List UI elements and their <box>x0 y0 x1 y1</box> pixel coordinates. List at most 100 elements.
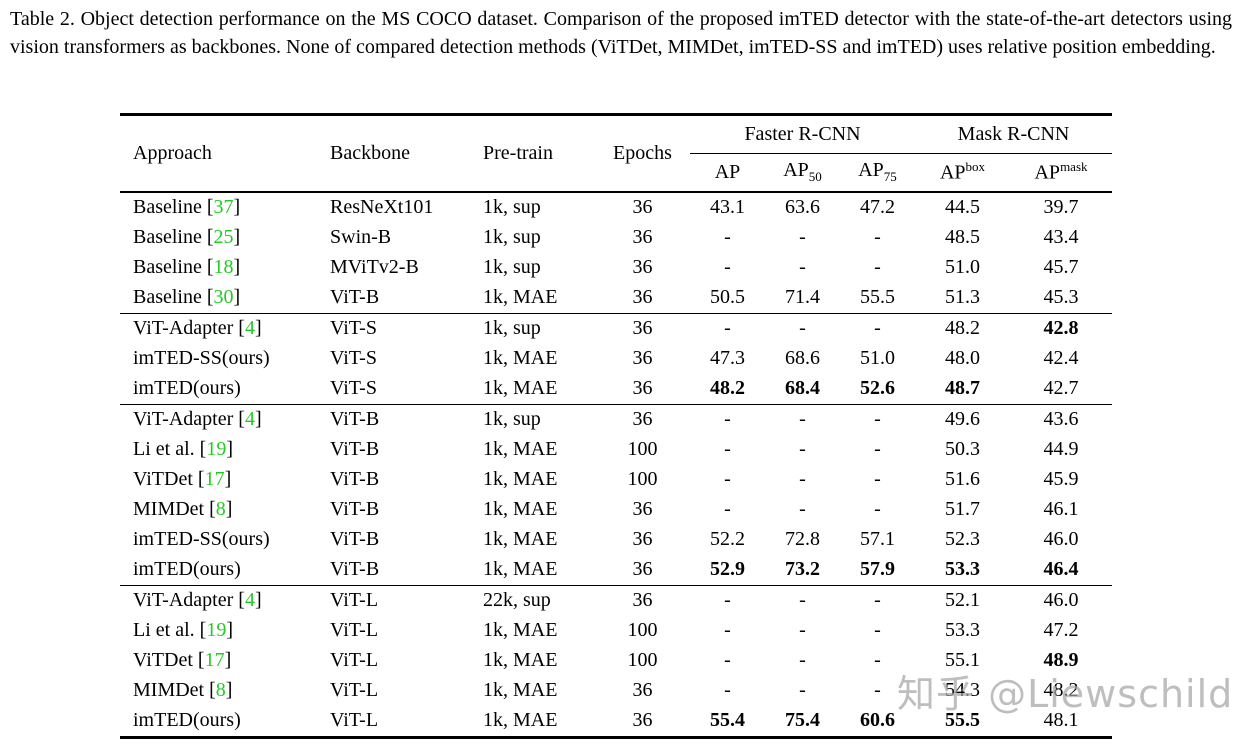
col-header-ap: AP <box>690 153 765 193</box>
approach-cell: Baseline [25] <box>133 226 241 248</box>
apbox-cell: 48.2 <box>945 317 980 339</box>
apbox-cell: 48.5 <box>945 226 980 248</box>
ap-cell: - <box>724 438 731 460</box>
apbox-cell: 51.6 <box>945 468 980 490</box>
backbone-cell: ViT-L <box>330 649 379 671</box>
ap50-cell: 75.4 <box>785 709 820 731</box>
citation-number: 8 <box>215 679 226 701</box>
pretrain-cell: 1k, sup <box>483 226 541 248</box>
ap75-cell: - <box>874 226 881 248</box>
epochs-cell: 36 <box>632 226 653 248</box>
approach-cell: imTED(ours) <box>133 709 241 731</box>
apmask-cell: 44.9 <box>1043 438 1079 460</box>
epochs-cell: 36 <box>632 408 653 430</box>
ap-cell: 43.1 <box>710 196 745 218</box>
approach-cell: Li et al. [19] <box>133 438 233 460</box>
apmask-cell: 39.7 <box>1043 196 1079 218</box>
ap75-base: AP <box>858 159 884 182</box>
approach-cell: MIMDet [8] <box>133 498 233 520</box>
approach-cell: Baseline [18] <box>133 256 241 278</box>
citation-number: 30 <box>213 286 234 308</box>
epochs-cell: 100 <box>627 619 658 641</box>
table-row: Baseline [25] Swin-B 1k, sup 36 - - - 48.5 43.4 <box>120 223 1112 253</box>
pretrain-cell: 1k, MAE <box>483 347 558 369</box>
approach-cell: ViTDet [17] <box>133 649 232 671</box>
table-row: Baseline [30] ViT-B 1k, MAE 36 50.5 71.4 55.5 5… <box>120 282 1113 314</box>
pretrain-cell: 1k, MAE <box>470 554 595 586</box>
table-row: Baseline [18] MViTv2-B 1k, sup 36 - - - 51.0 45.… <box>120 253 1112 283</box>
apmask-cell: 48.2 <box>1043 679 1079 701</box>
apbox-base: AP <box>939 162 966 185</box>
ap-cell: - <box>724 649 731 671</box>
apmask-cell: 48.9 <box>1043 649 1079 671</box>
apbox-cell: 55.5 <box>945 709 980 731</box>
epochs-cell: 100 <box>627 649 658 671</box>
pretrain-cell: 1k, MAE <box>483 709 558 731</box>
apbox-cell: 55.1 <box>945 649 980 671</box>
apmask-cell: 46.0 <box>1043 589 1079 611</box>
apmask-cell: 46.1 <box>1043 498 1079 520</box>
apmask-cell: 43.4 <box>1043 226 1079 248</box>
epochs-cell: 36 <box>632 317 653 339</box>
col-header-apbox: APbox <box>915 153 1010 193</box>
epochs-cell: 36 <box>595 554 690 586</box>
ap75-cell: 57.9 <box>840 554 915 586</box>
apbox-cell: 53.3 <box>915 554 1010 586</box>
ap50-cell: 68.4 <box>765 373 840 405</box>
col-header-ap50: AP50 <box>765 153 840 193</box>
pretrain-cell: 1k, MAE <box>483 679 558 701</box>
apbox-cell: 48.0 <box>945 347 980 369</box>
backbone-cell: ViT-B <box>330 498 380 520</box>
apmask-cell: 43.6 <box>1043 408 1079 430</box>
epochs-cell: 36 <box>632 528 653 550</box>
table-row: ViT-Adapter [4] ViT-B 1k, sup 36 - - - 49.6 43.6 <box>120 404 1112 435</box>
pretrain-cell: 1k, sup <box>483 256 541 278</box>
apmask-cell: 46.4 <box>1010 554 1113 586</box>
ap-cell: - <box>724 619 731 641</box>
ap-cell: 48.2 <box>690 373 765 405</box>
pretrain-cell: 22k, sup <box>483 589 551 611</box>
col-header-ap75: AP75 <box>840 153 915 193</box>
approach-cell: ViT-Adapter [4] <box>133 408 262 430</box>
ap50-cell: - <box>799 679 806 701</box>
ap50-cell: - <box>799 317 806 339</box>
table-body: Baseline [37] ResNeXt101 1k, sup 36 43.1 63.6… <box>120 192 1113 738</box>
ap-cell: - <box>724 317 731 339</box>
ap-cell: 55.4 <box>710 709 745 731</box>
citation-number: 17 <box>204 649 225 671</box>
ap50-cell: 72.8 <box>785 528 820 550</box>
apbox-superscript: box <box>965 159 986 175</box>
group-header-row: Approach Backbone Pre-train Epochs Faste… <box>120 114 1113 193</box>
ap50-cell: - <box>799 589 806 611</box>
approach-cell: Baseline [37] <box>133 196 241 218</box>
ap-cell: - <box>724 256 731 278</box>
ap50-cell: 68.6 <box>785 347 820 369</box>
col-header-epochs: Epochs <box>595 114 690 193</box>
epochs-cell: 36 <box>595 282 690 314</box>
citation-number: 17 <box>204 468 225 490</box>
backbone-cell: ViT-L <box>330 619 379 641</box>
pretrain-cell: 1k, MAE <box>483 498 558 520</box>
col-header-pretrain: Pre-train <box>470 114 595 193</box>
backbone-cell: ViT-B <box>330 438 380 460</box>
table-row: ViT-Adapter [4] ViT-S 1k, sup 36 - - - 48.2 42.8 <box>120 313 1112 344</box>
citation-number: 18 <box>213 256 234 278</box>
epochs-cell: 100 <box>627 438 658 460</box>
pretrain-cell: 1k, MAE <box>483 438 558 460</box>
ap-cell: - <box>724 498 731 520</box>
table-row: MIMDet [8] ViT-L 1k, MAE 36 - - - 54.3 48.2 <box>120 676 1112 706</box>
ap-cell: - <box>724 589 731 611</box>
epochs-cell: 36 <box>632 347 653 369</box>
ap50-cell: 73.2 <box>765 554 840 586</box>
ap75-cell: - <box>874 256 881 278</box>
ap75-cell: 55.5 <box>840 282 915 314</box>
table-row: Li et al. [19] ViT-L 1k, MAE 100 - - - 53.3 47.2 <box>120 616 1112 646</box>
ap50-cell: 63.6 <box>785 196 820 218</box>
approach-cell: Li et al. [19] <box>133 619 233 641</box>
backbone-cell: ResNeXt101 <box>330 196 434 218</box>
apmask-cell: 45.3 <box>1010 282 1113 314</box>
apbox-cell: 49.6 <box>945 408 980 430</box>
group-header-faster-rcnn: Faster R-CNN <box>690 114 915 154</box>
ap-cell: - <box>724 408 731 430</box>
citation-number: 25 <box>213 226 234 248</box>
